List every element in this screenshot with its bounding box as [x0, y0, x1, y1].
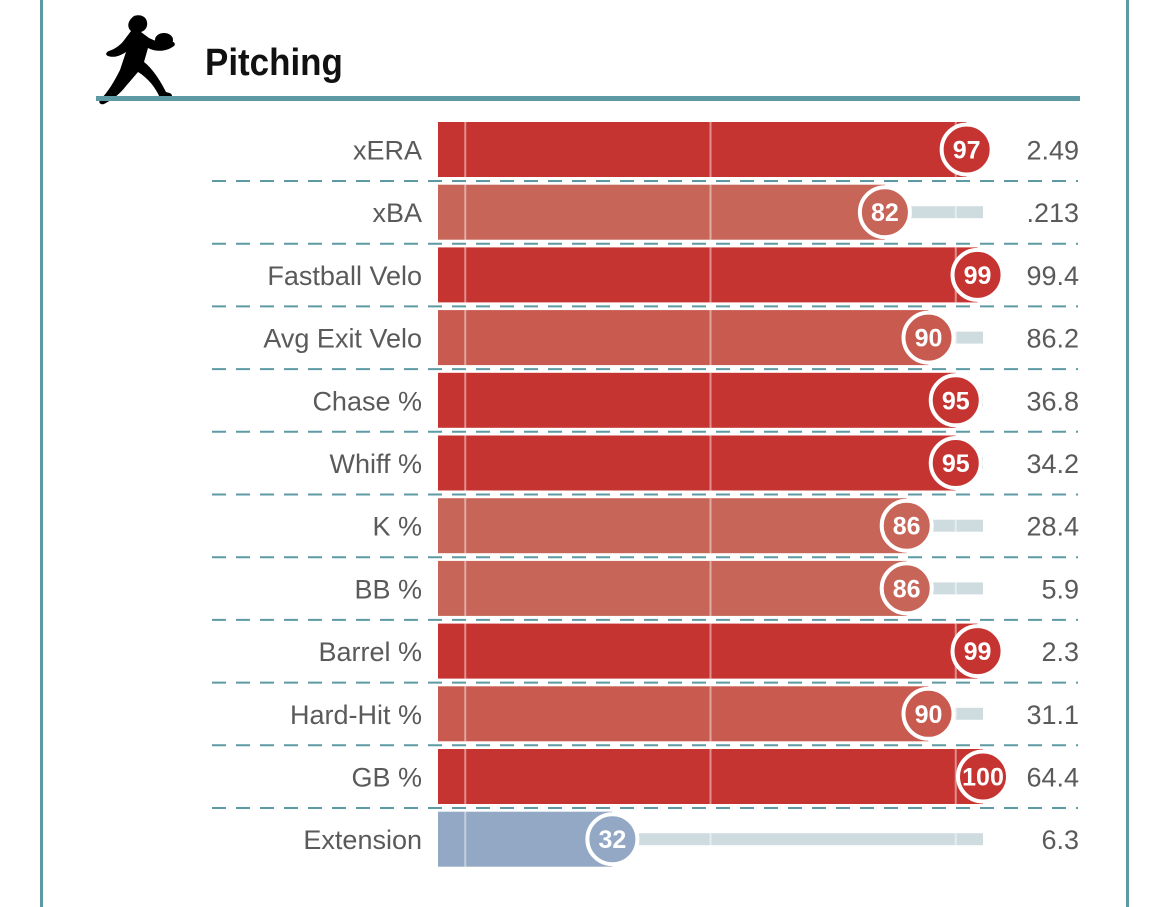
metric-value: 2.3	[1041, 637, 1079, 667]
metric-row: 82 xBA .213	[212, 184, 1079, 245]
metric-row: 90 Avg Exit Velo 86.2	[212, 310, 1079, 371]
percentile-bar	[438, 247, 978, 303]
metric-row: 95 Chase % 36.8	[212, 372, 1079, 433]
percentile-badge	[857, 185, 912, 240]
percentile-bar	[438, 184, 885, 240]
percentile-badge	[950, 247, 1005, 302]
percentile-bar	[438, 623, 978, 679]
metric-label: Extension	[303, 825, 422, 855]
metric-value: 34.2	[1026, 449, 1079, 479]
percentile-badge	[901, 686, 956, 741]
metric-row: 99 Barrel % 2.3	[212, 623, 1079, 684]
percentile-badge-text: 86	[893, 575, 921, 603]
metric-row: 99 Fastball Velo 99.4	[212, 247, 1079, 308]
percentile-bar	[438, 749, 983, 804]
metric-value: .213	[1026, 198, 1079, 228]
percentile-badge	[901, 310, 956, 365]
percentile-badge	[956, 749, 1010, 804]
percentile-badge	[879, 561, 934, 616]
metric-row: 86 BB % 5.9	[212, 560, 1079, 621]
percentile-badge-text: 99	[964, 638, 992, 666]
metric-label: BB %	[354, 574, 422, 604]
percentile-badge-text: 32	[598, 826, 626, 854]
percentile-badge-text: 90	[915, 325, 943, 353]
metric-value: 2.49	[1026, 136, 1079, 166]
percentile-bar	[438, 686, 929, 742]
percentile-badge-text: 95	[942, 387, 970, 415]
pitcher-silhouette-icon	[99, 15, 175, 105]
metric-label: Hard-Hit %	[290, 700, 422, 730]
header-divider	[96, 96, 1080, 101]
metric-row: 32 Extension 6.3	[303, 811, 1079, 867]
percentile-badge	[928, 373, 983, 428]
metric-value: 31.1	[1026, 700, 1079, 730]
percentile-badge	[939, 122, 994, 177]
section-title: Pitching	[205, 42, 343, 84]
metric-label: K %	[372, 512, 422, 542]
percentile-bar	[438, 560, 907, 616]
metric-label: xERA	[353, 136, 422, 166]
percentile-badge-text: 90	[915, 701, 943, 729]
metric-value: 99.4	[1026, 261, 1079, 291]
percentile-badge-text: 100	[962, 764, 1004, 792]
metric-label: Fastball Velo	[267, 261, 422, 291]
metric-row: 86 K % 28.4	[212, 498, 1079, 559]
metric-label: Whiff %	[329, 449, 422, 479]
metric-value: 86.2	[1026, 324, 1079, 354]
metric-label: GB %	[351, 763, 422, 793]
percentile-badge	[879, 498, 934, 553]
percentile-bar	[438, 498, 907, 554]
percentile-badge	[585, 812, 640, 867]
percentile-bar	[438, 372, 956, 428]
metric-value: 5.9	[1041, 574, 1079, 604]
section-header: Pitching	[96, 14, 1080, 105]
metric-label: xBA	[372, 198, 422, 228]
percentile-bar	[438, 122, 967, 177]
metric-row: 100 GB % 64.4	[212, 749, 1079, 809]
metric-row: 95 Whiff % 34.2	[212, 435, 1079, 496]
percentile-badge-text: 82	[871, 199, 899, 227]
metric-row: 97 xERA 2.49	[212, 122, 1079, 182]
percentile-bar	[438, 310, 929, 366]
metric-value: 28.4	[1026, 512, 1079, 542]
percentile-badge	[928, 436, 983, 490]
frame-right-border	[1126, 0, 1129, 907]
percentile-bar	[438, 811, 613, 867]
metric-label: Avg Exit Velo	[263, 324, 422, 354]
metric-value: 36.8	[1026, 386, 1079, 416]
percentile-badge	[950, 624, 1005, 679]
percentile-badge-text: 86	[893, 513, 921, 541]
percentile-badge-text: 99	[964, 262, 992, 290]
frame-left-border	[40, 0, 43, 907]
percentile-bar	[438, 435, 956, 491]
metric-label: Chase %	[312, 386, 422, 416]
metric-row: 90 Hard-Hit % 31.1	[212, 686, 1079, 747]
percentile-badge-text: 95	[942, 450, 970, 478]
metric-label: Barrel %	[318, 637, 422, 667]
percentile-badge-text: 97	[953, 137, 981, 165]
metric-value: 64.4	[1026, 763, 1079, 793]
metric-value: 6.3	[1041, 825, 1079, 855]
